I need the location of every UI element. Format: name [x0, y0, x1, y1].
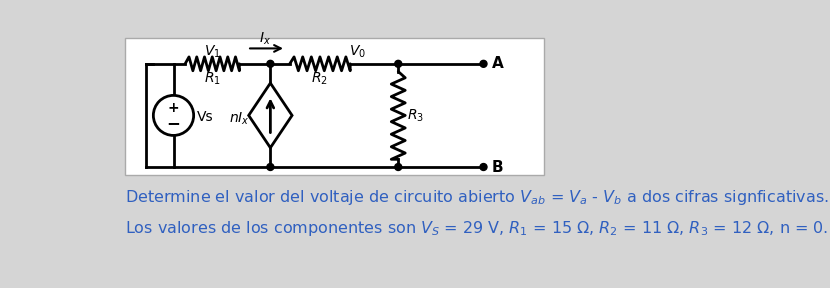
- Text: $V_0$: $V_0$: [349, 44, 367, 60]
- Text: Los valores de los componentes son $V_S$ = 29 V, $R_1$ = 15 $\Omega$, $R_2$ = 11: Los valores de los componentes son $V_S$…: [125, 219, 830, 238]
- Text: $V_1$: $V_1$: [204, 44, 221, 60]
- Circle shape: [395, 60, 402, 67]
- Text: B: B: [491, 160, 503, 175]
- Circle shape: [267, 60, 274, 67]
- Circle shape: [267, 164, 274, 170]
- Text: $I_x$: $I_x$: [259, 31, 271, 48]
- Text: −: −: [167, 114, 180, 132]
- Circle shape: [395, 164, 402, 170]
- Circle shape: [154, 95, 193, 135]
- Text: +: +: [168, 101, 179, 115]
- Text: $nI_x$: $nI_x$: [229, 110, 250, 127]
- Text: A: A: [491, 56, 503, 71]
- Text: $R_2$: $R_2$: [310, 71, 328, 88]
- Text: Determine el valor del voltaje de circuito abierto $V_{ab}$ = $V_a$ - $V_b$ a do: Determine el valor del voltaje de circui…: [125, 188, 829, 207]
- Circle shape: [480, 60, 487, 67]
- Text: Vs: Vs: [197, 110, 213, 124]
- Circle shape: [480, 164, 487, 170]
- FancyBboxPatch shape: [125, 38, 544, 175]
- Text: $R_1$: $R_1$: [204, 71, 221, 88]
- Text: $R_3$: $R_3$: [407, 107, 424, 124]
